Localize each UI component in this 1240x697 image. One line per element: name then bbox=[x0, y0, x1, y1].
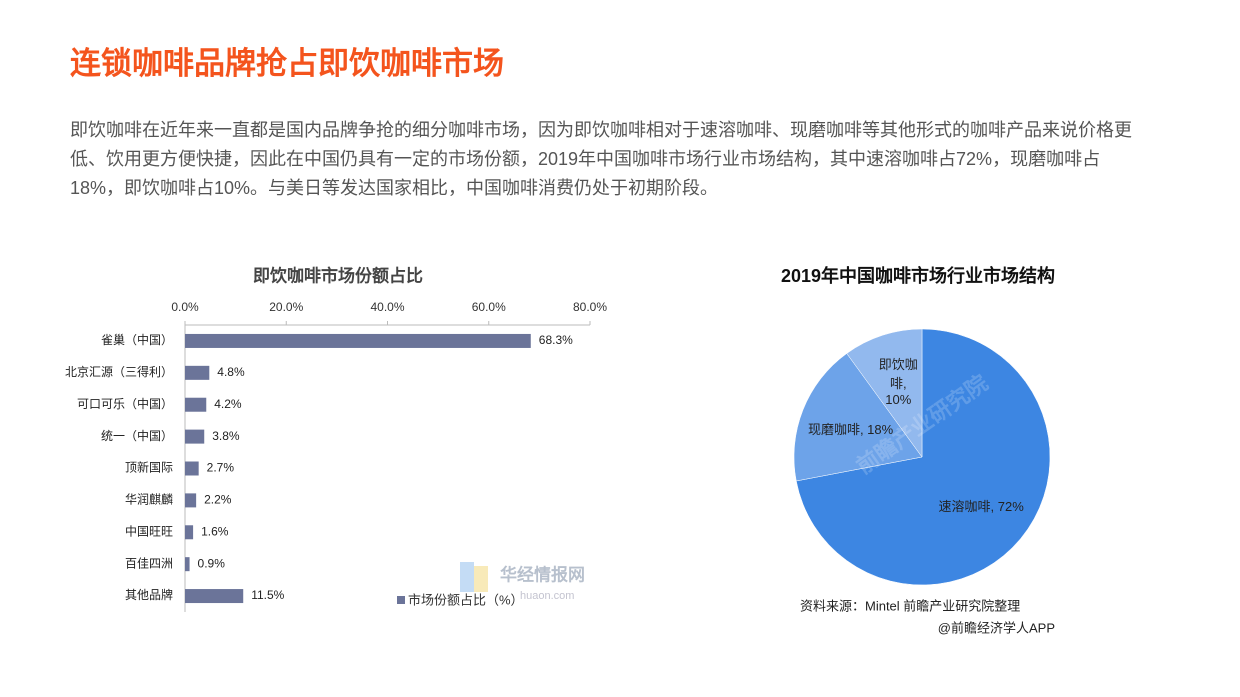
paragraph: 即饮咖啡在近年来一直都是国内品牌争抢的细分咖啡市场，因为即饮咖啡相对于速溶咖啡、… bbox=[70, 120, 1132, 198]
x-tick-label: 0.0% bbox=[171, 300, 199, 314]
slide-title: 连锁咖啡品牌抢占即饮咖啡市场 bbox=[70, 46, 504, 81]
y-tick-label: 中国旺旺 bbox=[125, 523, 173, 538]
value-label: 0.9% bbox=[198, 556, 226, 570]
bar bbox=[185, 397, 207, 412]
y-tick-label: 顶新国际 bbox=[125, 460, 173, 475]
slice-label: 即饮咖啡, 10% bbox=[878, 356, 918, 407]
bar bbox=[185, 557, 190, 572]
credit-note: @前瞻经济学人APP bbox=[938, 620, 1055, 635]
bar bbox=[185, 493, 197, 508]
chart-title: 2019年中国咖啡市场行业市场结构 bbox=[781, 265, 1055, 286]
x-tick-label: 20.0% bbox=[269, 300, 303, 314]
y-tick-label: 可口可乐（中国） bbox=[77, 396, 173, 411]
legend-label: 市场份额占比（%） bbox=[408, 592, 524, 607]
legend-swatch bbox=[397, 596, 405, 604]
value-label: 3.8% bbox=[212, 429, 240, 443]
value-label: 4.8% bbox=[217, 365, 245, 379]
y-tick-label: 北京汇源（三得利） bbox=[65, 364, 173, 379]
bar bbox=[185, 429, 205, 444]
pie-slice bbox=[795, 328, 1051, 586]
watermark: huaon.com bbox=[520, 590, 574, 602]
y-tick-label: 百佳四洲 bbox=[125, 556, 173, 570]
watermark-icon bbox=[474, 566, 488, 592]
pie-slice bbox=[793, 353, 923, 482]
value-label: 11.5% bbox=[251, 588, 284, 602]
pie-slice bbox=[846, 328, 923, 458]
value-label: 1.6% bbox=[201, 524, 229, 538]
bar bbox=[185, 333, 531, 348]
value-label: 68.3% bbox=[539, 333, 573, 347]
watermark: 华经情报网 bbox=[500, 564, 585, 584]
x-tick-label: 80.0% bbox=[573, 300, 607, 314]
x-tick-label: 40.0% bbox=[370, 300, 404, 314]
source-note: 资料来源：Mintel 前瞻产业研究院整理 bbox=[800, 598, 1020, 613]
slice-label: 速溶咖啡, 72% bbox=[938, 498, 1024, 514]
bar bbox=[185, 461, 199, 476]
chart-title: 即饮咖啡市场份额占比 bbox=[253, 265, 423, 285]
y-tick-label: 其他品牌 bbox=[125, 588, 173, 602]
bar bbox=[185, 525, 194, 540]
bar bbox=[185, 365, 210, 380]
value-label: 4.2% bbox=[214, 397, 242, 411]
x-tick-label: 60.0% bbox=[472, 300, 506, 314]
watermark-icon bbox=[460, 562, 474, 592]
y-tick-label: 统一（中国） bbox=[101, 428, 173, 443]
y-tick-label: 雀巢（中国） bbox=[101, 332, 173, 347]
slice-label: 现磨咖啡, 18% bbox=[807, 421, 894, 437]
y-tick-label: 华润麒麟 bbox=[125, 492, 173, 507]
bar bbox=[185, 589, 244, 604]
value-label: 2.2% bbox=[204, 493, 232, 507]
value-label: 2.7% bbox=[207, 461, 235, 475]
